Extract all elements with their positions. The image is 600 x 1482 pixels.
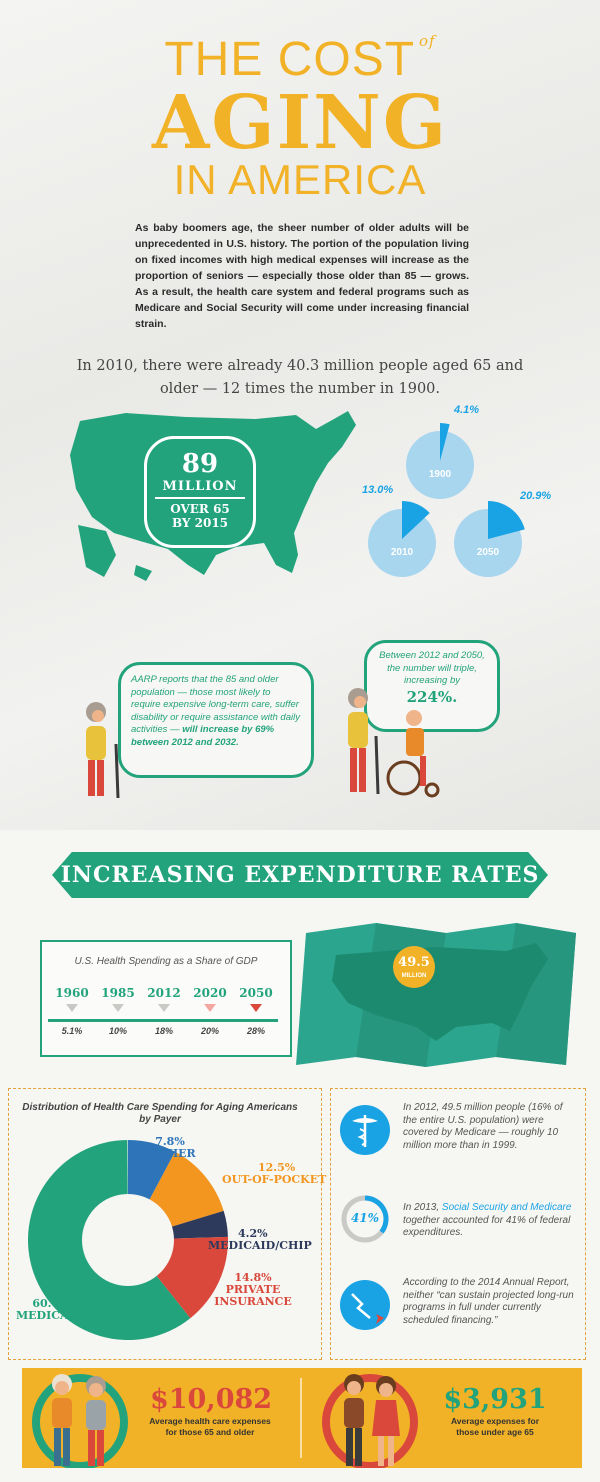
pie-pct-2050: 20.9%	[519, 490, 551, 502]
gdp-year-1960: 1960	[55, 986, 89, 1000]
federal-expenditures-text: In 2013, Social Security and Medicare to…	[403, 1202, 572, 1238]
aarp-bubble: AARP reports that the 85 and older popul…	[118, 662, 314, 778]
pie-pct-1900: 4.1%	[453, 404, 479, 416]
label-private-insurance: 14.8% PRIVATE INSURANCE	[214, 1271, 292, 1308]
aarp-bubble-text: AARP reports that the 85 and older popul…	[131, 674, 300, 748]
gdp-share-title: U.S. Health Spending as a Share of GDP	[74, 956, 258, 967]
caduceus-icon	[340, 1105, 390, 1155]
gdp-marker-1960	[66, 1004, 78, 1012]
gdp-marker-1985	[112, 1004, 124, 1012]
map-badge: 89 MILLION OVER 65 BY 2015	[144, 436, 256, 548]
aarp-bubble-bold: will increase by 69% between 2012 and 20…	[131, 724, 275, 748]
triple-bubble-text: Between 2012 and 2050, the number will t…	[379, 650, 485, 686]
pie-slice-2010	[402, 501, 430, 539]
intro-paragraph: As baby boomers age, the sheer number of…	[135, 222, 469, 330]
forty-one-percent-ring	[340, 1194, 390, 1244]
gdp-year-2050: 2050	[239, 986, 273, 1000]
gdp-pct-1960: 5.1%	[61, 1026, 83, 1036]
badge-number: 89	[181, 449, 219, 479]
cost-65-plus-amount: $10,082	[149, 1384, 273, 1415]
gdp-pct-2020: 20%	[200, 1026, 219, 1036]
gdp-marker-2020	[204, 1004, 216, 1012]
info-box	[330, 1088, 586, 1360]
band-divider	[300, 1378, 302, 1458]
label-medicare: 60.6% MEDICARE	[16, 1297, 87, 1322]
map2-badge-number: 49.5	[398, 955, 430, 970]
pie-base-2010	[368, 509, 436, 577]
section-banner	[52, 852, 548, 898]
gdp-marker-2050	[250, 1004, 262, 1012]
distribution-box	[8, 1088, 322, 1360]
pie-slice-1900	[440, 423, 450, 461]
gdp-pct-2012: 18%	[154, 1026, 173, 1036]
badge-unit: MILLION	[155, 479, 245, 499]
section-banner-title: INCREASING EXPENDITURE RATES	[60, 862, 540, 888]
woman-with-wheelchair-icon	[348, 688, 440, 798]
gdp-timeline-line	[48, 1019, 278, 1022]
gdp-year-2012: 2012	[147, 986, 181, 1000]
cost-under-65-caption: Average expenses for those under age 65	[450, 1416, 540, 1437]
us-map-icon	[70, 411, 356, 581]
donut-hole	[82, 1194, 174, 1286]
gdp-marker-2012	[158, 1004, 170, 1012]
elderly-woman-cane-icon	[86, 702, 120, 799]
gdp-share-box	[40, 940, 292, 1057]
medicare-coverage-text: In 2012, 49.5 million people (16% of the…	[403, 1102, 563, 1151]
label-out-of-pocket: 12.5% OUT-OF-POCKET	[222, 1161, 327, 1186]
label-medicaid: 4.2% MEDICAID/CHIP	[208, 1227, 312, 1252]
badge-sub-2: BY 2015	[171, 516, 229, 530]
pie-year-2010: 2010	[391, 547, 414, 558]
ss-medicare-link[interactable]: Social Security and Medicare	[441, 1202, 572, 1213]
title-of: of	[419, 32, 436, 50]
pie-year-1900: 1900	[429, 469, 452, 480]
triple-bubble: Between 2012 and 2050, the number will t…	[364, 640, 500, 732]
population-fact: In 2010, there were already 40.3 million…	[76, 358, 524, 397]
gdp-year-2020: 2020	[193, 986, 227, 1000]
distribution-donut-chart	[27, 1140, 228, 1340]
annual-report-text: According to the 2014 Annual Report, nei…	[403, 1277, 574, 1326]
younger-couple-icon	[322, 1374, 418, 1468]
gdp-pct-1985: 10%	[108, 1026, 127, 1036]
cost-65-plus-caption: Average health care expenses for those 65…	[149, 1416, 271, 1437]
population-pie-charts: 1900 4.1% 2010 13.0% 2050 20.9%	[362, 404, 551, 577]
label-other: 7.8% OTHER	[150, 1135, 196, 1160]
pie-base-1900	[406, 431, 474, 499]
gdp-pct-2050: 28%	[246, 1026, 265, 1036]
title-line-2: AGING	[151, 80, 449, 166]
forty-one-percent-label: 41%	[350, 1211, 380, 1225]
declining-graph-icon	[340, 1280, 390, 1330]
gdp-year-1985: 1985	[101, 986, 135, 1000]
folded-map-icon	[296, 923, 576, 1067]
pie-pct-2010: 13.0%	[362, 484, 393, 496]
older-couple-icon	[32, 1374, 128, 1468]
badge-sub-1: OVER 65	[170, 502, 230, 516]
title-line-1: THE COST of	[164, 32, 436, 86]
triple-bubble-big: 224%.	[406, 687, 458, 706]
title-line-3: IN AMERICA	[173, 156, 427, 203]
map2-badge-unit: MILLION	[401, 973, 427, 979]
cost-under-65-amount: $3,931	[443, 1384, 547, 1415]
pie-year-2050: 2050	[477, 547, 500, 558]
pie-slice-2050	[488, 501, 525, 539]
distribution-title: Distribution of Health Care Spending for…	[22, 1102, 298, 1125]
